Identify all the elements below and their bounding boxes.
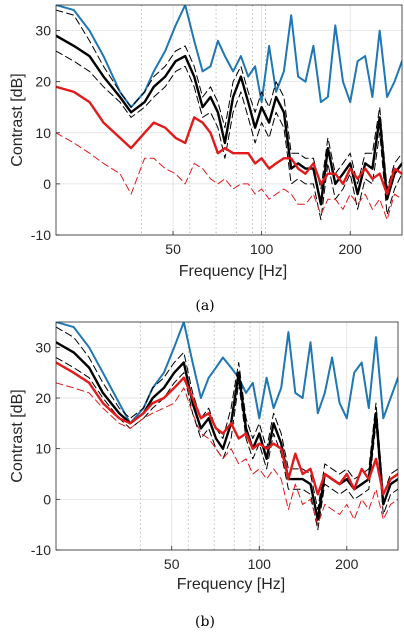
chart-b-y-axis-label: Contrast [dB] — [9, 389, 26, 482]
chart-b-xtick-label: 100 — [248, 556, 272, 572]
chart-a-caption: (a) — [195, 298, 214, 314]
chart-a-ytick-label: -10 — [31, 227, 51, 243]
chart-a-series-line-3 — [56, 50, 402, 221]
chart-b-x-axis-label: Frequency [Hz] — [177, 576, 285, 593]
chart-b-xtick-label: 200 — [335, 556, 359, 572]
chart-a-xtick-label: 50 — [165, 241, 181, 257]
chart-a-plot-frame — [55, 4, 403, 236]
chart-a-y-axis-label: Contrast [dB] — [9, 73, 26, 166]
chart-b-ytick-label: 30 — [35, 339, 51, 355]
chart-b-plot-frame — [55, 321, 399, 551]
chart-b-ytick-label: 0 — [43, 491, 51, 507]
chart-b-series-line-3 — [56, 357, 398, 531]
chart-a-xtick-label: 100 — [250, 241, 274, 257]
chart-b-caption: (b) — [195, 614, 215, 630]
chart-a-series-line-1 — [56, 34, 402, 206]
chart-b-series-line-4 — [56, 361, 398, 496]
chart-a-series-line-4 — [56, 85, 402, 196]
chart-a-series-line-5 — [56, 132, 402, 221]
chart-b-ytick-label: 20 — [35, 390, 51, 406]
chart-a-x-axis-label: Frequency [Hz] — [179, 263, 287, 280]
chart-a-series-line-2 — [56, 9, 402, 190]
chart-a-ytick-label: 10 — [35, 125, 51, 141]
chart-a-series-line-0 — [56, 5, 402, 109]
chart-b-ytick-label: 10 — [35, 441, 51, 457]
chart-a-ytick-label: 30 — [35, 23, 51, 39]
chart-b-xtick-label: 50 — [164, 556, 180, 572]
chart-b-series-line-2 — [56, 326, 398, 510]
chart-b-series-line-5 — [56, 382, 398, 526]
chart-panel-b: -10 0 10 20 30 50 100 200 Frequency [Hz] Contrast… — [9, 321, 399, 630]
chart-a-xtick-label: 200 — [339, 241, 363, 257]
chart-panel-a: -10 0 10 20 30 50 100 200 Frequency [Hz] Contrast… — [9, 4, 403, 314]
chart-b-ytick-label: -10 — [31, 542, 51, 558]
chart-a-ytick-label: 0 — [43, 176, 51, 192]
chart-a-ytick-label: 20 — [35, 74, 51, 90]
